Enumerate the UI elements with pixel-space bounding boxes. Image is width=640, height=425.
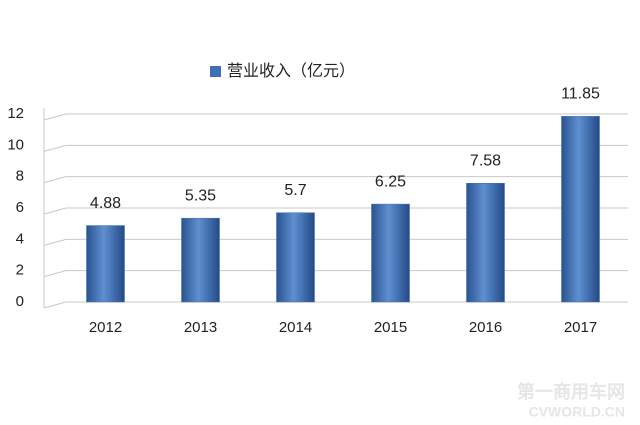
y-tick-label: 0	[16, 293, 24, 310]
value-label: 5.35	[185, 187, 216, 204]
bar	[466, 182, 505, 303]
bar	[561, 116, 600, 303]
grid-line	[43, 176, 67, 184]
x-tick-label: 2016	[469, 319, 502, 336]
legend-swatch	[210, 66, 221, 77]
value-label: 11.85	[561, 86, 600, 103]
value-label: 7.58	[470, 152, 501, 169]
bar	[181, 217, 220, 303]
grid-line	[43, 113, 67, 121]
y-tick-label: 12	[7, 105, 24, 122]
bar	[276, 212, 315, 303]
y-tick-label: 10	[7, 136, 24, 153]
watermark: 第一商用车网	[517, 381, 625, 402]
y-tick-label: 6	[16, 199, 24, 216]
watermark: CVWORLD.CN	[529, 404, 625, 420]
value-label: 5.7	[284, 182, 306, 199]
grid-line	[43, 301, 67, 309]
y-tick-label: 8	[16, 168, 24, 185]
legend-label: 营业收入（亿元）	[227, 62, 355, 80]
bar	[371, 203, 410, 303]
x-tick-label: 2014	[279, 319, 312, 336]
grid-line	[43, 144, 67, 152]
x-tick-label: 2017	[564, 319, 597, 336]
x-tick-label: 2013	[184, 319, 217, 336]
y-tick-label: 4	[16, 230, 24, 247]
grid-line	[43, 270, 67, 278]
grid-line	[43, 207, 67, 215]
bar	[86, 225, 125, 303]
value-label: 4.88	[90, 195, 121, 212]
grid-line	[43, 238, 67, 246]
value-label: 6.25	[375, 173, 406, 190]
x-tick-label: 2015	[374, 319, 407, 336]
x-tick-label: 2012	[89, 319, 122, 336]
y-tick-label: 2	[16, 262, 24, 279]
